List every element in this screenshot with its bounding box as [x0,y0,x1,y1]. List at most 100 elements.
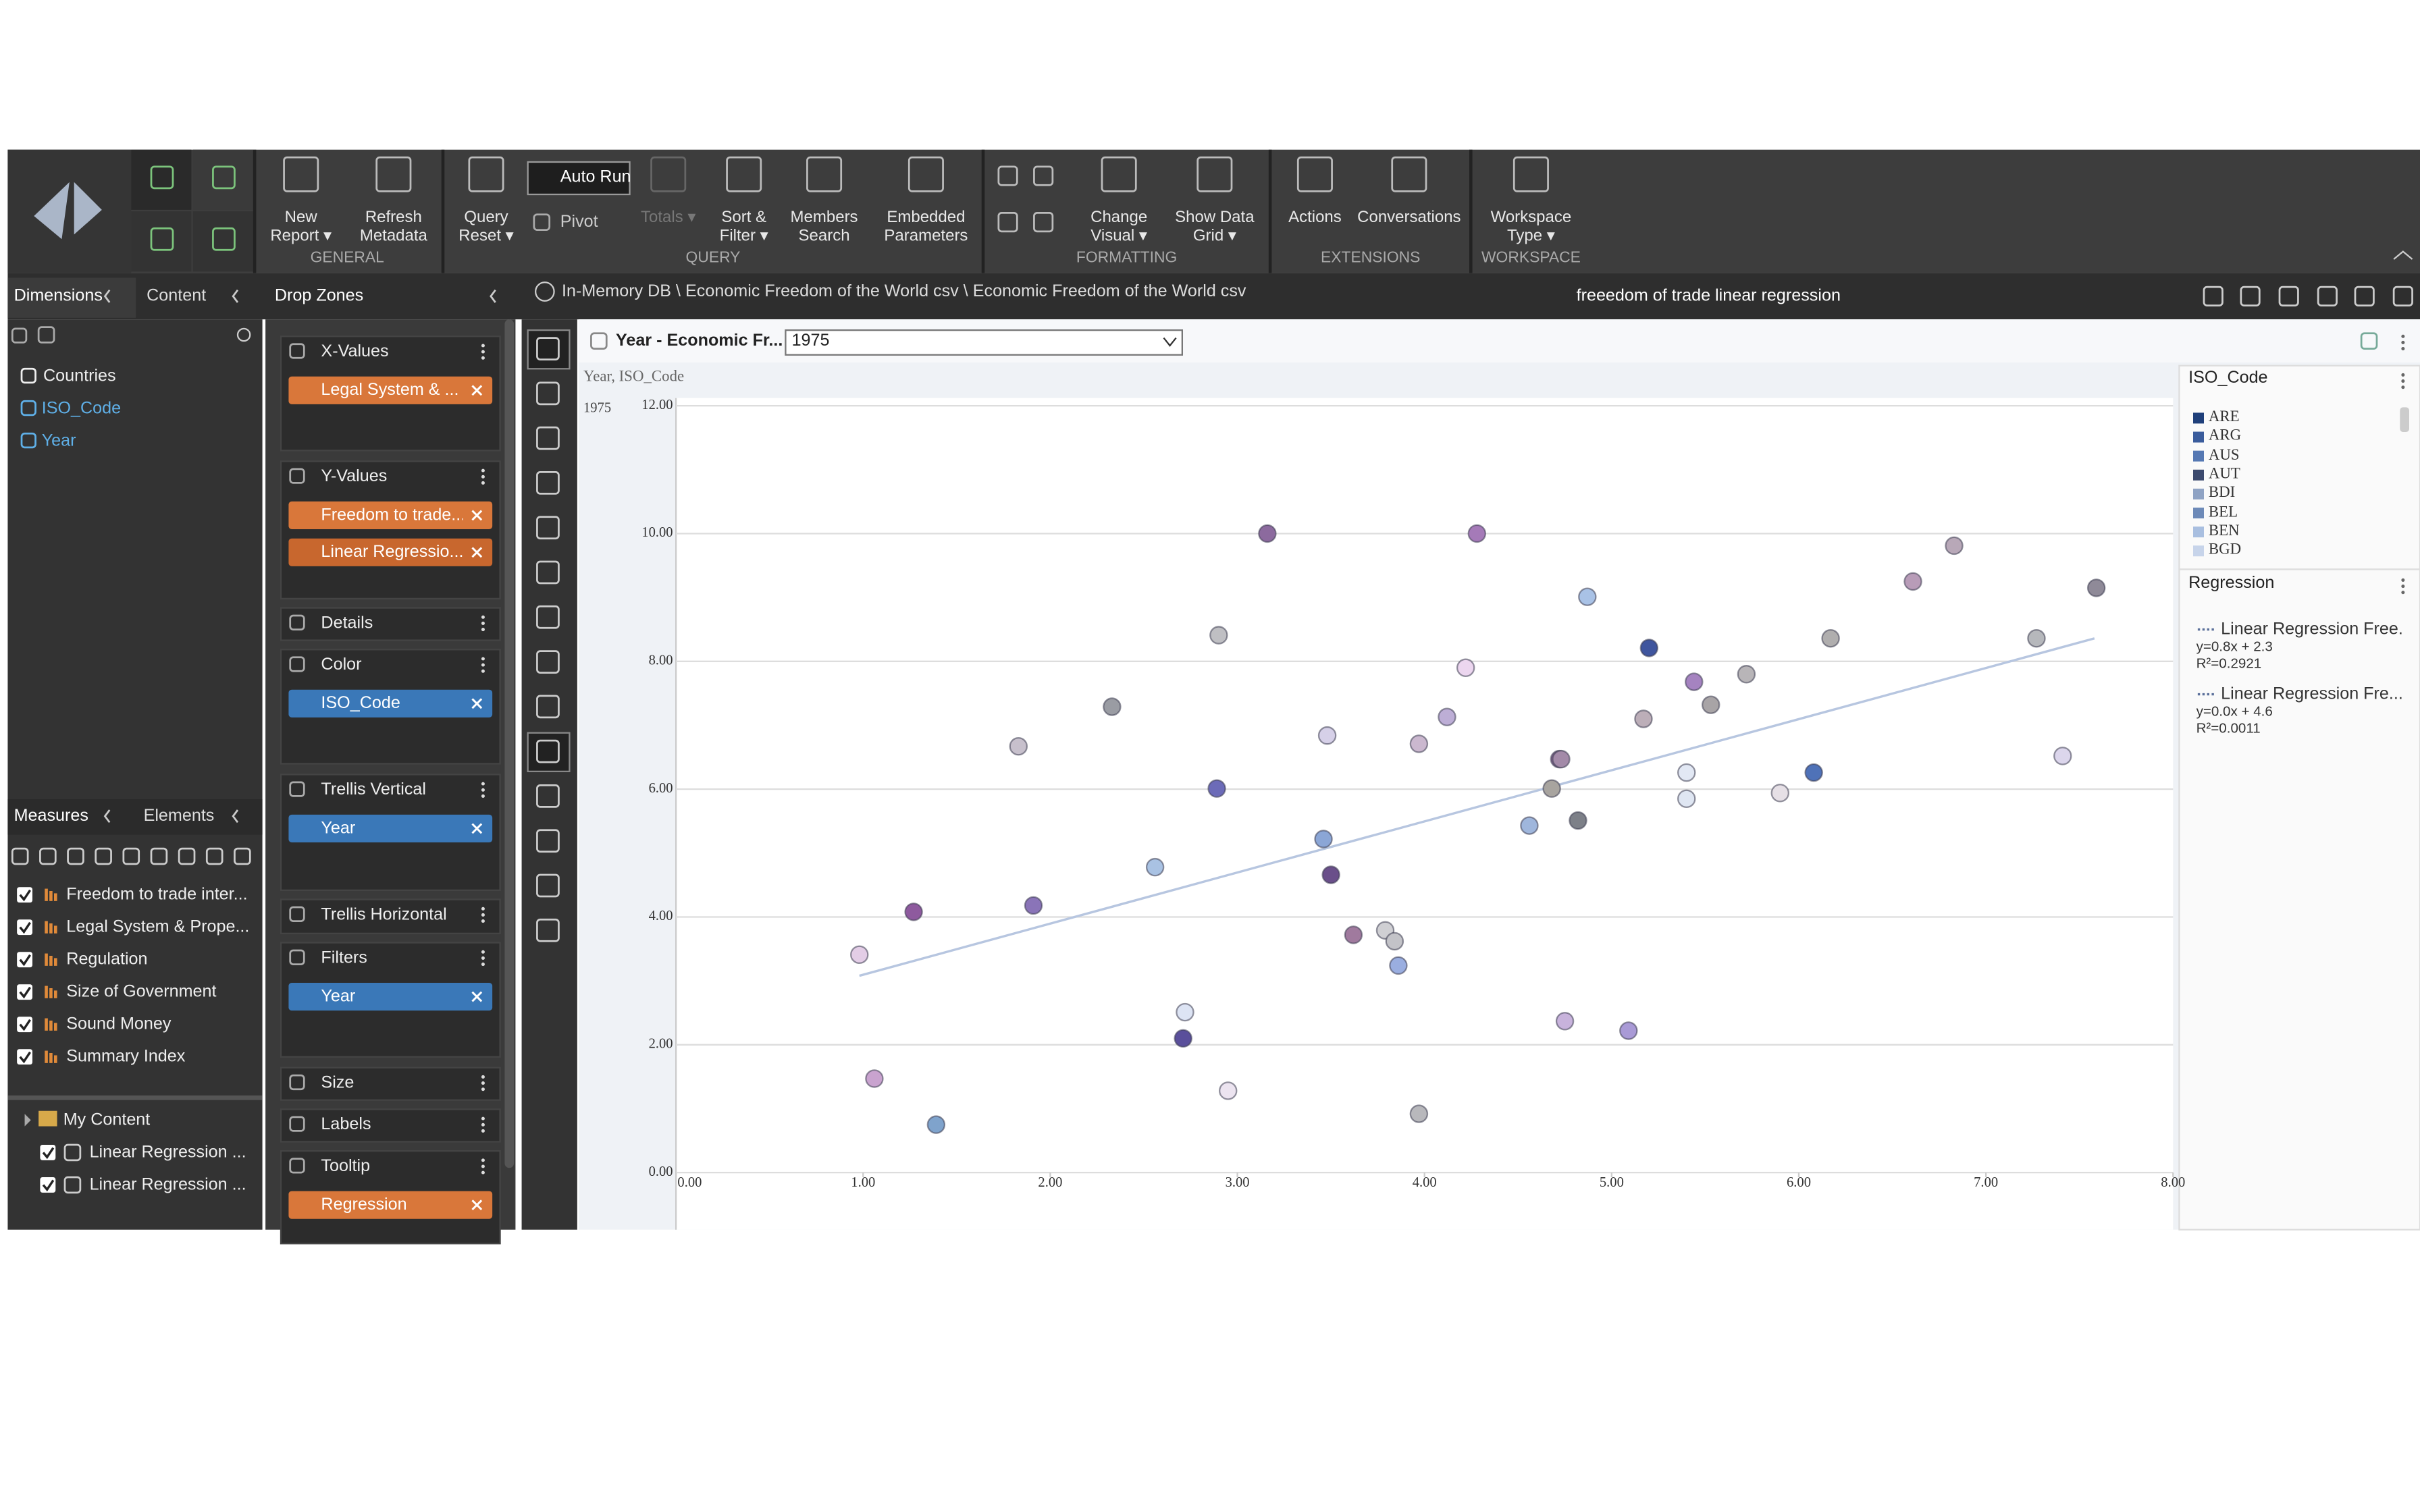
auto-run-button[interactable] [527,161,631,196]
field-label[interactable]: ISO_Code [321,694,400,713]
remove-icon[interactable] [471,823,483,834]
format-icon[interactable] [1033,165,1054,186]
button-label[interactable]: Parameters [884,226,968,246]
remove-icon[interactable] [471,547,483,558]
zone-icon[interactable] [289,1158,305,1174]
button-icon[interactable] [468,156,504,192]
button-label[interactable]: Members [790,208,858,227]
collapse-toolbar[interactable] [2393,250,2413,260]
collapse-icon[interactable] [103,809,111,824]
measure-item[interactable]: Legal System & Prope... [66,917,250,937]
point[interactable] [1317,726,1337,745]
button-label[interactable]: Actions [1288,208,1342,227]
button-label[interactable]: Visual ▾ [1090,226,1147,246]
tool-icon[interactable] [536,381,560,406]
format-icon[interactable] [1033,212,1054,233]
button-icon[interactable] [726,156,762,192]
content-item[interactable]: Linear Regression ... [89,1143,246,1162]
point[interactable] [1409,734,1429,753]
tool-icon[interactable] [536,829,560,853]
dimension-icon[interactable] [20,400,36,416]
list-icon[interactable] [11,327,28,344]
point[interactable] [1737,665,1756,684]
tool-icon[interactable] [536,426,560,450]
point[interactable] [1677,763,1696,782]
measure-tool[interactable] [95,847,112,865]
point[interactable] [1821,629,1840,648]
header-icon[interactable] [2278,286,2299,306]
tool-icon[interactable] [536,873,560,898]
button-label[interactable]: Workspace [1490,208,1572,227]
measure-tool[interactable] [11,847,29,865]
field-pill[interactable] [288,1191,493,1219]
zone-icon[interactable] [289,656,305,672]
field-label[interactable]: Legal System & ... [321,381,459,400]
measure-tool[interactable] [39,847,57,865]
field-pill[interactable] [288,501,493,529]
point[interactable] [2086,578,2106,597]
field-pill[interactable] [288,814,493,842]
header-icon[interactable] [2354,286,2375,306]
calendar-icon[interactable] [37,326,55,344]
tool-icon[interactable] [536,695,560,719]
legend-item[interactable]: AUT [2208,466,2240,483]
dimension-icon[interactable] [20,367,36,384]
point[interactable] [1467,524,1487,543]
dimension-item[interactable]: Year [41,431,76,451]
pivot-label[interactable]: Pivot [560,213,598,232]
collapse-icon[interactable] [232,289,239,303]
point[interactable] [1174,1029,1192,1048]
view-icon[interactable] [212,165,236,190]
chart-filter-icon[interactable] [2360,332,2378,350]
button-label[interactable]: Type ▾ [1507,226,1555,246]
collapse-icon[interactable] [103,289,111,303]
measure-tool[interactable] [150,847,168,865]
button-label[interactable]: Refresh [365,208,422,227]
view-icon[interactable] [150,165,174,190]
button-icon[interactable] [650,156,687,192]
point[interactable] [1209,626,1228,645]
tool-selected[interactable] [527,732,571,772]
zone-icon[interactable] [289,468,305,484]
header-icon[interactable] [2392,286,2413,306]
legend-item[interactable]: BDI [2208,485,2236,502]
tool-icon[interactable] [536,337,560,360]
point[interactable] [2027,629,2046,648]
header-icon[interactable] [2203,286,2224,306]
format-icon[interactable] [997,212,1018,233]
point[interactable] [1314,830,1333,848]
legend-item[interactable]: BEN [2208,522,2240,540]
point[interactable] [1385,932,1404,951]
button-label[interactable]: Embedded [887,208,966,227]
measure-tool[interactable] [234,847,251,865]
field-label[interactable]: Regression [321,1195,407,1214]
legend-swatch[interactable] [2192,488,2204,500]
button-label[interactable]: Grid ▾ [1192,226,1236,246]
header-icon[interactable] [2317,286,2338,306]
calc-icon[interactable] [63,1176,82,1194]
button-icon[interactable] [1391,156,1427,192]
content-item[interactable]: Linear Regression ... [89,1175,246,1195]
field-pill[interactable] [288,689,493,718]
field-label[interactable]: Freedom to trade... [321,506,463,525]
button-label[interactable]: Filter ▾ [719,226,768,246]
point[interactable] [865,1069,884,1088]
filter-icon[interactable] [590,332,608,350]
point[interactable] [1702,695,1720,714]
point[interactable] [1542,779,1561,798]
measure-item[interactable]: Size of Government [66,982,217,1002]
point[interactable] [1945,536,1964,556]
format-icon[interactable] [997,165,1018,186]
view-icon[interactable] [150,227,174,251]
tool-icon[interactable] [536,918,560,942]
remove-icon[interactable] [471,510,483,521]
button-label[interactable]: Search [798,226,850,246]
remove-icon[interactable] [471,991,483,1002]
point[interactable] [926,1115,946,1134]
tab[interactable]: Content [147,287,207,306]
point[interactable] [1009,737,1028,756]
point[interactable] [1903,572,1922,591]
point[interactable] [1555,1012,1575,1031]
view-tile[interactable] [192,149,253,210]
zone-icon[interactable] [289,1074,305,1091]
